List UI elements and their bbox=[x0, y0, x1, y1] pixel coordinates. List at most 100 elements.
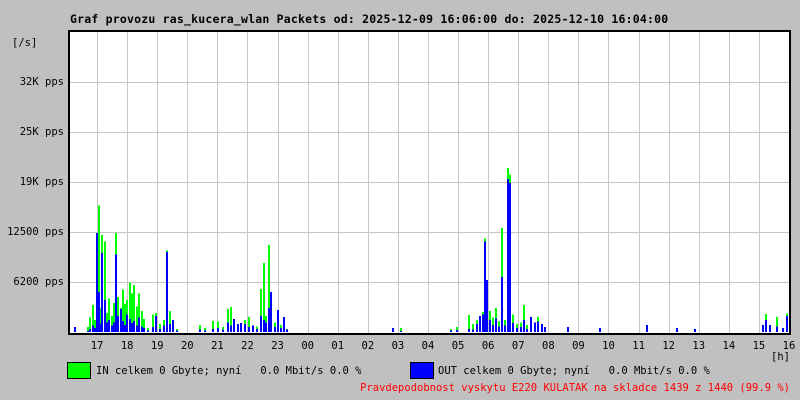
in-traffic-bar bbox=[129, 282, 131, 332]
in-traffic-bar bbox=[169, 311, 171, 332]
out-traffic-bar bbox=[159, 328, 161, 332]
out-traffic-bar bbox=[240, 323, 242, 332]
out-traffic-bar bbox=[89, 328, 91, 332]
out-traffic-bar bbox=[256, 328, 258, 332]
out-traffic-bar bbox=[199, 329, 201, 332]
in-traffic-bar bbox=[104, 241, 106, 332]
in-traffic-bar bbox=[136, 306, 138, 332]
in-traffic-bar bbox=[87, 327, 89, 332]
out-traffic-bar bbox=[122, 320, 124, 332]
out-traffic-bar bbox=[222, 329, 224, 332]
out-traffic-bar bbox=[120, 308, 122, 332]
out-traffic-bar bbox=[92, 325, 94, 332]
out-traffic-bar bbox=[769, 324, 771, 332]
out-traffic-bar bbox=[544, 327, 546, 332]
in-traffic-bar bbox=[89, 317, 91, 332]
x-tick-label: 11 bbox=[632, 340, 645, 352]
out-traffic-bar bbox=[152, 327, 154, 332]
in-traffic-bar bbox=[472, 324, 474, 332]
x-tick-label: 13 bbox=[692, 340, 706, 352]
in-traffic-bar bbox=[124, 304, 126, 332]
in-traffic-bar bbox=[94, 320, 96, 332]
out-traffic-bar bbox=[484, 241, 486, 332]
out-traffic-bar bbox=[400, 330, 402, 332]
in-traffic-bar bbox=[141, 311, 143, 332]
out-traffic-bar bbox=[74, 326, 76, 332]
plot-area bbox=[68, 30, 791, 335]
out-traffic-bar bbox=[476, 324, 478, 332]
in-traffic-bar bbox=[217, 321, 219, 332]
out-traffic-bar bbox=[141, 326, 143, 332]
out-traffic-bar bbox=[450, 330, 452, 332]
y-tick-label: 19K pps bbox=[19, 176, 64, 188]
out-traffic-bar bbox=[263, 320, 265, 332]
in-traffic-bar bbox=[199, 324, 201, 332]
in-traffic-bar bbox=[159, 324, 161, 332]
out-traffic-bar bbox=[115, 254, 117, 332]
out-traffic-bar bbox=[126, 314, 128, 332]
in-traffic-bar bbox=[212, 320, 214, 332]
x-tick-label: 00 bbox=[301, 340, 314, 352]
horizontal-gridline bbox=[70, 182, 789, 183]
in-traffic-bar bbox=[227, 308, 229, 332]
legend-out-label: OUT celkem 0 Gbyte; nyní 0.0 Mbit/s 0.0 … bbox=[438, 365, 710, 377]
in-traffic-bar bbox=[152, 314, 154, 332]
out-traffic-bar bbox=[479, 316, 481, 332]
out-traffic-bar bbox=[530, 316, 532, 332]
out-traffic-bar bbox=[244, 324, 246, 332]
in-traffic-bar bbox=[204, 328, 206, 332]
y-tick-label: 32K pps bbox=[19, 76, 64, 88]
horizontal-gridline bbox=[70, 132, 789, 133]
out-traffic-bar bbox=[537, 321, 539, 332]
out-traffic-bar bbox=[143, 328, 145, 332]
out-traffic-bar bbox=[486, 280, 488, 332]
out-traffic-bar bbox=[274, 327, 276, 332]
graph-title: Graf provozu ras_kucera_wlan Packets od:… bbox=[70, 12, 669, 26]
x-tick-label: 05 bbox=[451, 340, 465, 352]
x-tick-label: 17 bbox=[90, 340, 104, 352]
out-traffic-bar bbox=[163, 325, 165, 332]
out-traffic-bar bbox=[124, 324, 126, 332]
out-traffic-bar bbox=[472, 329, 474, 332]
out-traffic-bar bbox=[520, 327, 522, 332]
out-traffic-bar bbox=[136, 325, 138, 332]
out-traffic-bar bbox=[96, 232, 98, 332]
out-traffic-bar bbox=[108, 320, 110, 332]
out-traffic-bar bbox=[516, 328, 518, 332]
y-tick-label: 25K pps bbox=[19, 126, 64, 138]
out-traffic-bar bbox=[786, 316, 788, 332]
out-traffic-bar bbox=[283, 316, 285, 332]
in-traffic-bar bbox=[523, 304, 525, 332]
out-traffic-bar bbox=[101, 252, 103, 332]
out-traffic-bar bbox=[501, 276, 503, 332]
out-traffic-bar bbox=[131, 323, 133, 332]
out-traffic-bar bbox=[567, 327, 569, 332]
out-traffic-bar bbox=[138, 317, 140, 332]
out-traffic-bar bbox=[237, 324, 239, 332]
out-traffic-bar bbox=[762, 324, 764, 332]
x-tick-label: 08 bbox=[542, 340, 555, 352]
x-tick-label: 09 bbox=[572, 340, 585, 352]
out-traffic-bar bbox=[765, 320, 767, 332]
in-traffic-bar bbox=[468, 315, 470, 332]
x-tick-label: 01 bbox=[331, 340, 345, 352]
in-traffic-bar bbox=[138, 293, 140, 332]
horizontal-gridline bbox=[70, 232, 789, 233]
legend-in-label: IN celkem 0 Gbyte; nyní 0.0 Mbit/s 0.0 % bbox=[96, 365, 362, 377]
x-tick-label: 18 bbox=[120, 340, 134, 352]
out-traffic-bar bbox=[277, 310, 279, 332]
out-traffic-bar bbox=[646, 324, 648, 332]
in-traffic-bar bbox=[108, 298, 110, 332]
in-traffic-bar bbox=[122, 289, 124, 332]
x-tick-label: 07 bbox=[511, 340, 525, 352]
out-traffic-bar bbox=[204, 330, 206, 332]
out-traffic-bar bbox=[252, 325, 254, 332]
out-traffic-bar bbox=[523, 320, 525, 332]
x-tick-label: 19 bbox=[150, 340, 164, 352]
in-traffic-bar bbox=[92, 304, 94, 332]
out-traffic-bar bbox=[498, 326, 500, 332]
x-axis-unit-label: [h] bbox=[771, 351, 790, 363]
out-traffic-bar bbox=[507, 179, 509, 332]
out-traffic-bar bbox=[482, 314, 484, 332]
